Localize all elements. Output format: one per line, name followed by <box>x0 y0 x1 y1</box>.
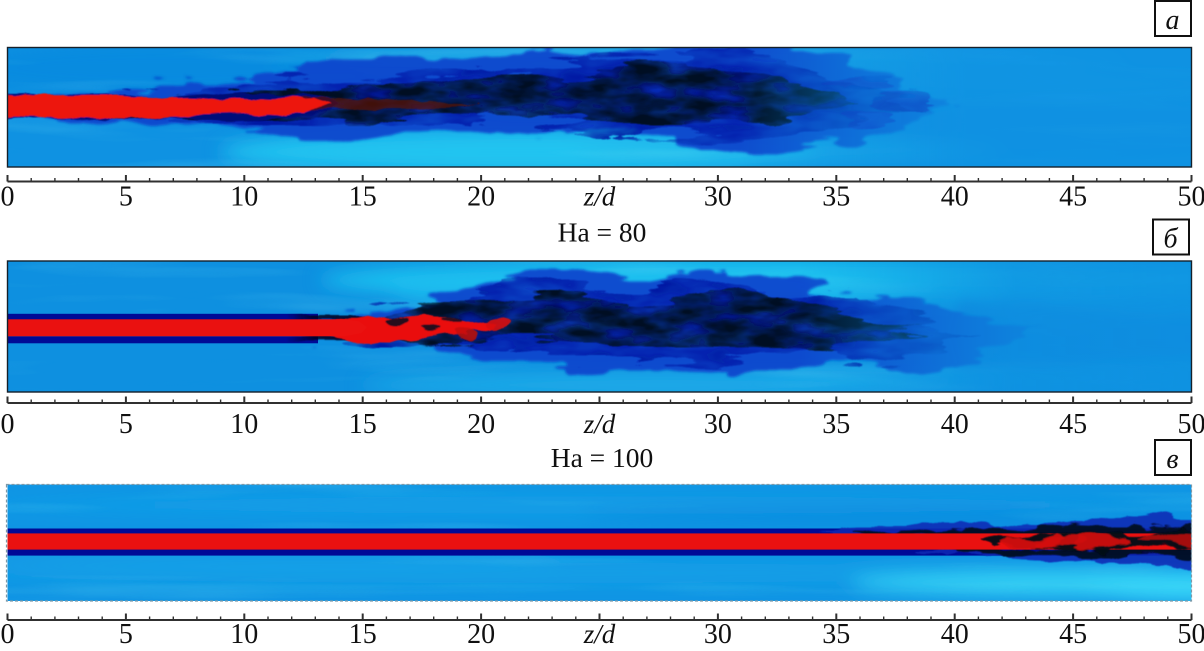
svg-text:10: 10 <box>230 182 258 213</box>
svg-text:0: 0 <box>1 182 15 213</box>
svg-text:40: 40 <box>941 619 969 646</box>
svg-text:10: 10 <box>230 409 258 440</box>
svg-text:Ha = 80: Ha = 80 <box>558 217 647 248</box>
svg-text:20: 20 <box>467 619 495 646</box>
svg-text:в: в <box>1166 444 1178 475</box>
svg-text:45: 45 <box>1059 182 1087 213</box>
svg-text:z/d: z/d <box>583 619 616 646</box>
svg-text:0: 0 <box>1 619 15 646</box>
svg-text:0: 0 <box>1 409 15 440</box>
svg-text:z/d: z/d <box>583 409 616 439</box>
svg-text:20: 20 <box>467 182 495 213</box>
svg-text:5: 5 <box>119 182 133 213</box>
svg-text:б: б <box>1163 224 1178 255</box>
svg-text:45: 45 <box>1059 409 1087 440</box>
svg-text:10: 10 <box>230 619 258 646</box>
svg-text:35: 35 <box>822 409 850 440</box>
svg-text:40: 40 <box>941 182 969 213</box>
svg-text:30: 30 <box>704 619 732 646</box>
svg-text:20: 20 <box>467 409 495 440</box>
svg-text:35: 35 <box>822 182 850 213</box>
svg-text:15: 15 <box>349 619 377 646</box>
svg-text:30: 30 <box>704 182 732 213</box>
svg-text:45: 45 <box>1059 619 1087 646</box>
svg-text:50: 50 <box>1178 182 1204 213</box>
svg-text:15: 15 <box>349 182 377 213</box>
svg-text:30: 30 <box>704 409 732 440</box>
svg-text:15: 15 <box>349 409 377 440</box>
svg-text:5: 5 <box>119 619 133 646</box>
svg-text:40: 40 <box>941 409 969 440</box>
svg-text:50: 50 <box>1178 409 1204 440</box>
svg-text:5: 5 <box>119 409 133 440</box>
svg-text:а: а <box>1166 5 1180 36</box>
svg-text:z/d: z/d <box>583 182 616 212</box>
svg-text:50: 50 <box>1178 619 1204 646</box>
svg-text:Ha = 100: Ha = 100 <box>551 442 654 473</box>
svg-text:35: 35 <box>822 619 850 646</box>
